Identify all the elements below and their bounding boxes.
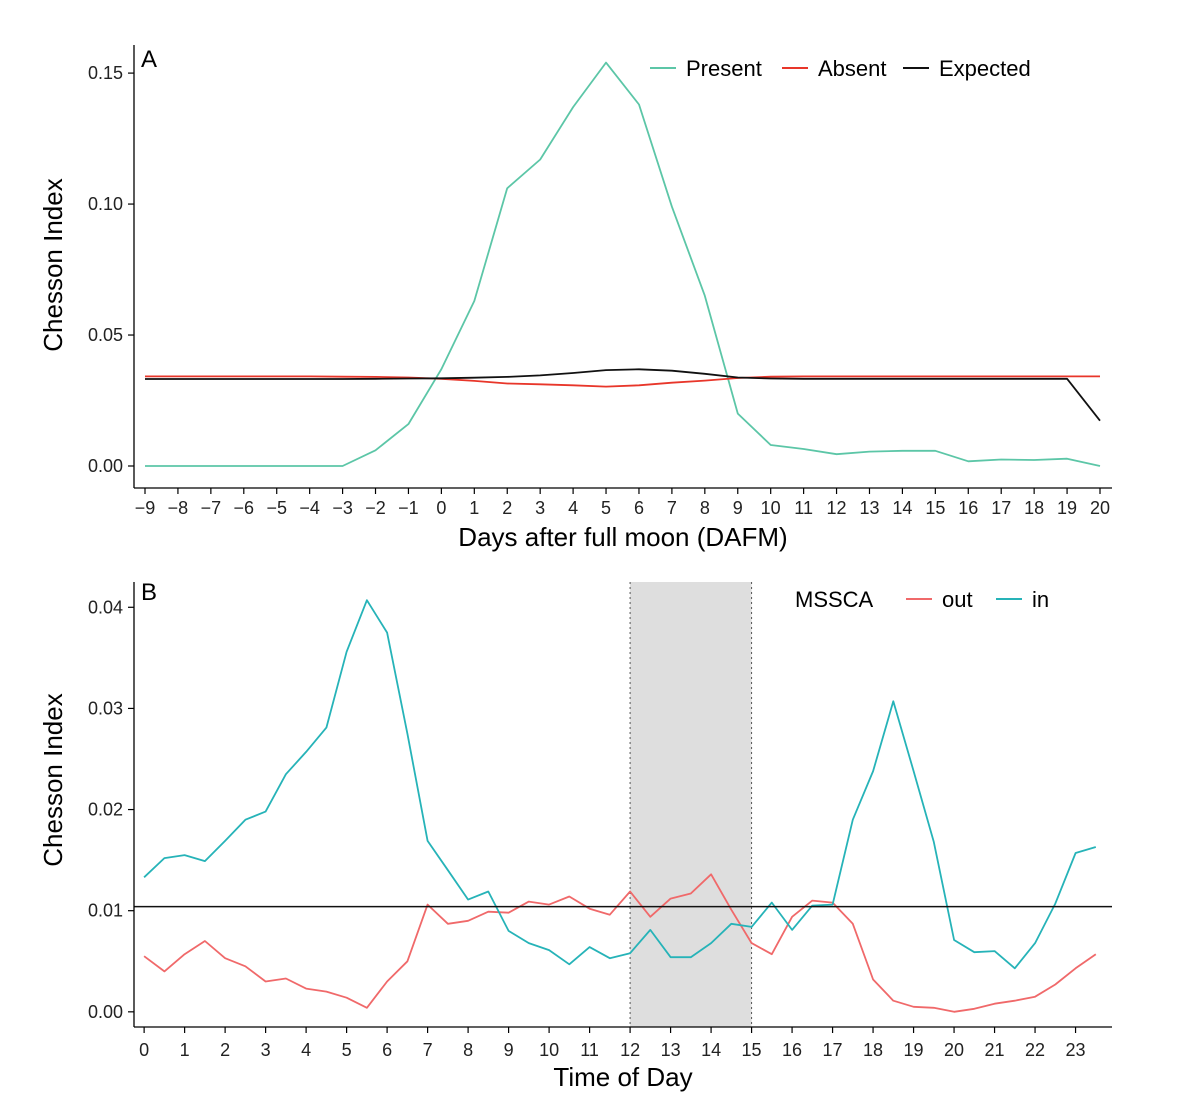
panel-a-x-ticks: −9 −8 −7 −6 −5 −4 −3 −2 −1 0 1 2 3 4 5 6 7 8 9 10 11 12 13 14 15… (135, 488, 1110, 518)
series-line-expected (145, 368, 1101, 422)
x-tick-label: 3 (535, 498, 545, 518)
x-tick-label: 1 (469, 498, 479, 518)
x-tick-label: −2 (365, 498, 386, 518)
y-tick-label: 0.10 (88, 194, 123, 214)
panel-a-x-axis-title: Days after full moon (DAFM) (458, 522, 787, 552)
x-tick-label: −4 (299, 498, 320, 518)
panel-b-x-ticks: 0 1 2 3 4 5 6 7 8 9 10 11 12 13 14 15 16 17 18 19 20 21 22 23 (139, 1027, 1086, 1060)
x-tick-label: 16 (782, 1040, 802, 1060)
y-tick-label: 0.04 (88, 597, 123, 617)
series-line-absent (145, 375, 1100, 388)
x-tick-label: 5 (601, 498, 611, 518)
legend-label-in: in (1032, 587, 1049, 612)
y-tick-label: 0.00 (88, 1002, 123, 1022)
legend-label-present: Present (686, 56, 762, 81)
x-tick-label: 18 (863, 1040, 883, 1060)
x-tick-label: −6 (234, 498, 255, 518)
x-tick-label: 8 (700, 498, 710, 518)
x-tick-label: 18 (1024, 498, 1044, 518)
x-tick-label: 0 (436, 498, 446, 518)
legend-label-absent: Absent (818, 56, 887, 81)
x-tick-label: 0 (139, 1040, 149, 1060)
panel-b-letter: B (141, 579, 157, 606)
x-tick-label: 10 (539, 1040, 559, 1060)
x-tick-label: −7 (201, 498, 222, 518)
panel-a-plot-area (145, 61, 1101, 467)
x-tick-label: 4 (568, 498, 578, 518)
x-tick-label: 23 (1066, 1040, 1086, 1060)
x-tick-label: 6 (634, 498, 644, 518)
legend-label-out: out (942, 587, 973, 612)
y-tick-label: 0.03 (88, 698, 123, 718)
x-tick-label: 15 (742, 1040, 762, 1060)
y-tick-label: 0.05 (88, 325, 123, 345)
x-tick-label: 14 (701, 1040, 721, 1060)
x-tick-label: 22 (1025, 1040, 1045, 1060)
x-tick-label: 16 (958, 498, 978, 518)
y-tick-label: 0.02 (88, 800, 123, 820)
panel-b-y-axis-title: Chesson Index (38, 693, 68, 866)
x-tick-label: 20 (1090, 498, 1110, 518)
x-tick-label: 11 (580, 1040, 599, 1060)
x-tick-label: −3 (332, 498, 353, 518)
x-tick-label: 17 (991, 498, 1011, 518)
series-line-out (143, 873, 1097, 1013)
panel-a-legend: Present Absent Expected (650, 56, 1031, 81)
panel-b-y-ticks: 0.00 0.01 0.02 0.03 0.04 (88, 597, 134, 1022)
shaded-region (630, 582, 752, 1027)
series-line-in (143, 599, 1097, 970)
x-tick-label: 19 (1057, 498, 1077, 518)
x-tick-label: 6 (382, 1040, 392, 1060)
x-tick-label: 17 (823, 1040, 843, 1060)
x-tick-label: 7 (423, 1040, 433, 1060)
x-tick-label: 9 (504, 1040, 514, 1060)
x-tick-label: −8 (168, 498, 189, 518)
panel-a-y-axis-title: Chesson Index (38, 178, 68, 351)
x-tick-label: 9 (733, 498, 743, 518)
series-line-present (145, 61, 1101, 467)
x-tick-label: −5 (266, 498, 287, 518)
x-tick-label: −1 (398, 498, 419, 518)
panel-a-y-ticks: 0.00 0.05 0.10 0.15 (88, 63, 134, 476)
x-tick-label: 12 (620, 1040, 640, 1060)
panel-b: 0.000.010.020.030.04 0 1 2 3 4 5 6 7 8 9 10 11 12 13 1… (38, 579, 1112, 1092)
x-tick-label: 13 (859, 498, 879, 518)
panel-b-legend: MSSCA out in (795, 587, 1049, 612)
x-tick-label: 2 (502, 498, 512, 518)
x-tick-label: 13 (661, 1040, 681, 1060)
x-tick-label: 8 (463, 1040, 473, 1060)
panel-a-letter: A (141, 46, 157, 73)
legend-label-expected: Expected (939, 56, 1031, 81)
x-tick-label: 11 (794, 498, 813, 518)
x-tick-label: 3 (261, 1040, 271, 1060)
x-tick-label: 4 (301, 1040, 311, 1060)
x-tick-label: −9 (135, 498, 156, 518)
x-tick-label: 12 (827, 498, 847, 518)
x-tick-label: 14 (892, 498, 912, 518)
x-tick-label: 21 (985, 1040, 1005, 1060)
y-tick-label: 0.01 (88, 901, 123, 921)
x-tick-label: 19 (904, 1040, 924, 1060)
x-tick-label: 1 (180, 1040, 190, 1060)
x-tick-label: 15 (925, 498, 945, 518)
panel-b-plot-area (134, 582, 1112, 1027)
panel-a: 0.000.050.100.15 −9 −8 −7 −6 −5 −4 −3 −2 −1 0 1 2 3 4… (38, 45, 1112, 552)
x-tick-label: 20 (944, 1040, 964, 1060)
y-tick-label: 0.15 (88, 63, 123, 83)
x-tick-label: 7 (667, 498, 677, 518)
x-tick-label: 10 (761, 498, 781, 518)
y-tick-label: 0.00 (88, 456, 123, 476)
x-tick-label: 5 (342, 1040, 352, 1060)
panel-b-x-axis-title: Time of Day (553, 1062, 692, 1092)
x-tick-label: 2 (220, 1040, 230, 1060)
panel-b-legend-title: MSSCA (795, 587, 874, 612)
